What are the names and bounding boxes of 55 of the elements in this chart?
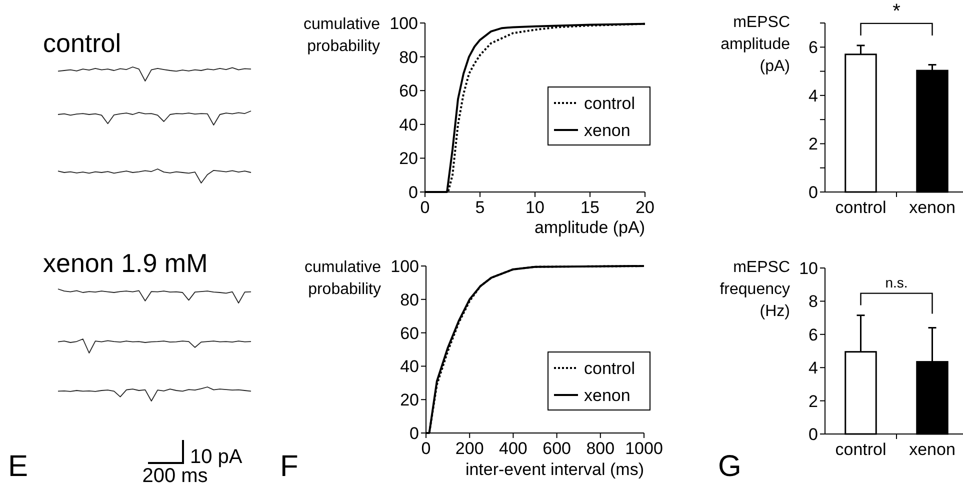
text: F bbox=[280, 450, 298, 483]
x-tick-label: 15 bbox=[580, 198, 600, 217]
x-tick-label: xenon bbox=[909, 198, 956, 217]
text: 200 ms bbox=[142, 465, 208, 483]
y-axis-title: mEPSC amplitude (pA) bbox=[720, 14, 790, 75]
y-tick-label: 20 bbox=[400, 390, 419, 410]
x-tick-label: control bbox=[835, 198, 886, 217]
x-tick-label: xenon bbox=[909, 440, 956, 459]
x-tick-label: 20 bbox=[636, 198, 654, 217]
legend-label: control bbox=[584, 94, 636, 113]
y-tick-label: 20 bbox=[399, 149, 418, 168]
y-axis-title: mEPSC frequency (Hz) bbox=[720, 259, 790, 320]
y-tick-label: 4 bbox=[808, 358, 818, 378]
x-tick-label: 10 bbox=[526, 198, 544, 217]
text: E bbox=[8, 450, 28, 483]
x-tick-label: 400 bbox=[499, 439, 528, 458]
y-tick-label: 60 bbox=[400, 324, 419, 343]
y-tick-label: 100 bbox=[390, 14, 418, 33]
legend-label: xenon bbox=[584, 120, 630, 140]
x-tick-label: 0 bbox=[421, 439, 431, 458]
x-tick-label: 800 bbox=[586, 439, 615, 458]
x-axis-title: amplitude (pA) bbox=[534, 218, 645, 237]
y-tick-label: 10 bbox=[799, 258, 818, 278]
y-tick-label: 2 bbox=[808, 392, 818, 411]
y-tick-label: 0 bbox=[808, 182, 818, 202]
y-tick-label: 80 bbox=[399, 48, 418, 67]
legend-label: xenon bbox=[584, 386, 630, 405]
y-tick-label: 0 bbox=[808, 424, 818, 444]
y-tick-label: 6 bbox=[808, 325, 818, 344]
y-tick-label: 2 bbox=[808, 134, 818, 154]
legend-label: control bbox=[584, 358, 636, 378]
y-tick-label: 0 bbox=[410, 424, 419, 443]
x-tick-label: 200 bbox=[455, 439, 484, 458]
x-axis-title: inter-event interval (ms) bbox=[465, 460, 644, 479]
text: xenon 1.9 mM bbox=[43, 248, 208, 278]
y-tick-label: 4 bbox=[808, 86, 818, 106]
y-tick-label: 40 bbox=[399, 115, 418, 134]
text: control bbox=[43, 28, 122, 58]
y-tick-label: 80 bbox=[400, 290, 419, 310]
y-tick-label: 8 bbox=[808, 292, 818, 312]
y-tick-label: 6 bbox=[808, 38, 818, 58]
x-tick-label: 1000 bbox=[625, 439, 663, 458]
y-axis-title: cumulative probability bbox=[304, 259, 382, 298]
text: 10 pA bbox=[190, 446, 243, 468]
x-tick-label: 600 bbox=[542, 439, 571, 458]
y-tick-label: 0 bbox=[408, 182, 418, 202]
y-tick-label: 100 bbox=[390, 256, 419, 276]
y-tick-label: 60 bbox=[399, 82, 418, 101]
x-tick-label: control bbox=[835, 440, 886, 459]
annotation: n.s. bbox=[885, 274, 908, 290]
y-tick-label: 40 bbox=[400, 357, 419, 376]
y-axis-title: cumulative probability bbox=[304, 16, 380, 55]
text: * bbox=[892, 0, 901, 22]
text: G bbox=[718, 450, 742, 483]
x-tick-label: 5 bbox=[475, 198, 485, 217]
